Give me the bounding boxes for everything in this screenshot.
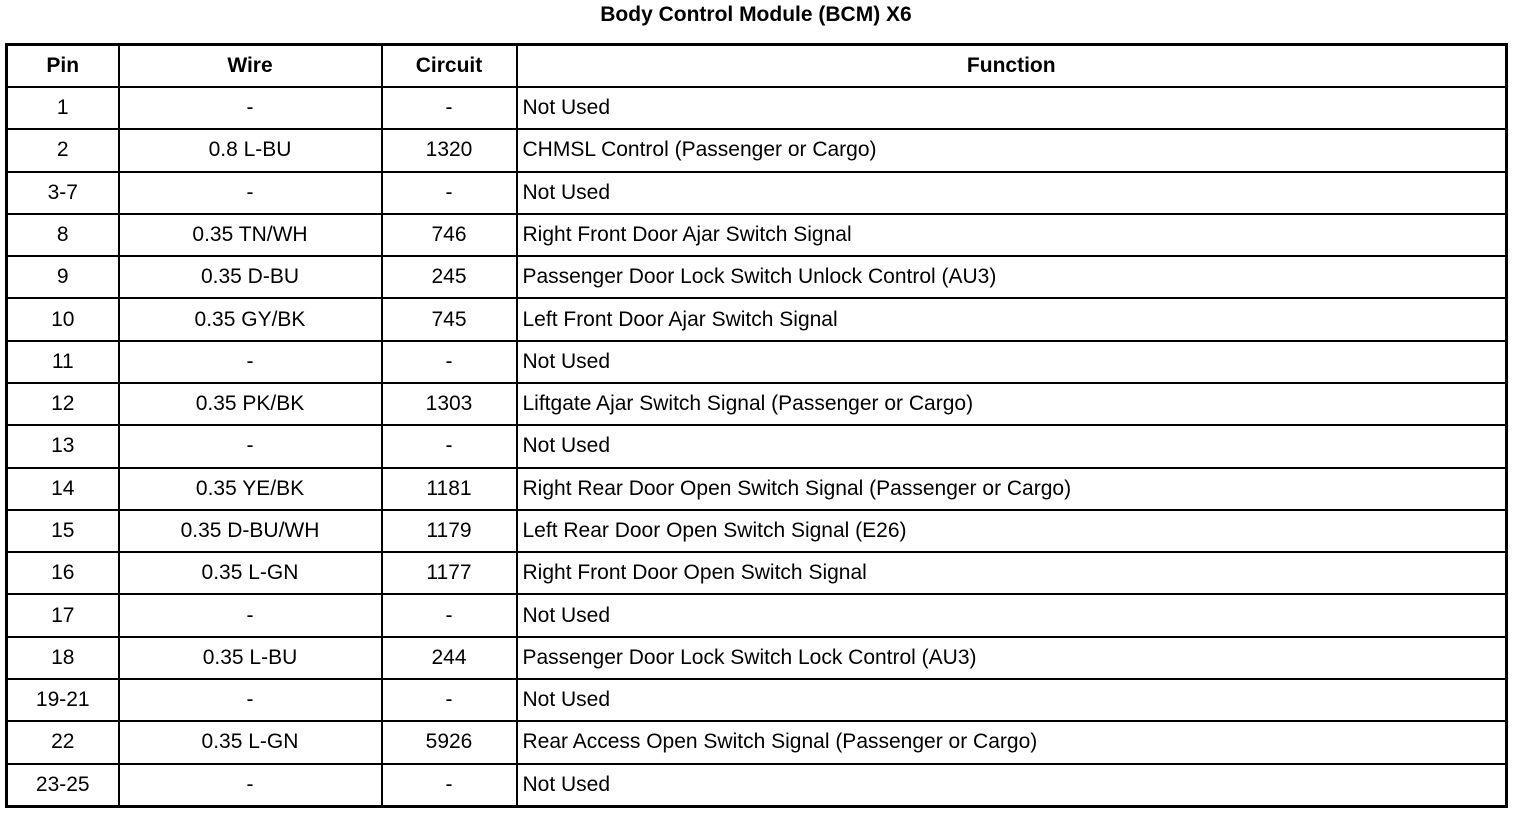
cell-wire: 0.35 L-GN [117,551,383,596]
cell-function: Not Used [515,424,1508,469]
cell-wire: 0.35 GY/BK [117,297,383,342]
cell-function: Right Front Door Ajar Switch Signal [515,212,1508,258]
cell-pin: 19-21 [5,677,120,723]
header-function: Function [515,43,1508,88]
table-row: 19-21- - Not Used [5,677,1508,723]
cell-wire: 0.35 YE/BK [117,466,383,511]
cell-pin: 22 [5,720,120,765]
cell-pin: 14 [5,466,120,511]
connector-pinout-table: Pin Wire Circuit Function 1- - Not Used 2 0.… [5,43,1508,808]
table-row: 12 0.35 PK/BK 1303 Liftgate Ajar Switch Sig… [5,381,1508,427]
table-row: 17- - Not Used [5,593,1508,638]
cell-circuit: 1303 [380,381,518,427]
table-row: 13- - Not Used [5,424,1508,469]
cell-function: Not Used [515,85,1508,131]
cell-function: Passenger Door Lock Switch Lock Control … [515,635,1508,680]
cell-pin: 12 [5,381,120,427]
table-row: 16 0.35 L-GN 1177 Right Front Door Open Swi… [5,551,1508,596]
cell-function: Not Used [515,677,1508,723]
cell-circuit: 745 [380,297,518,342]
cell-wire: - [117,593,383,638]
cell-function: Liftgate Ajar Switch Signal (Passenger o… [515,381,1508,427]
cell-circuit: 245 [380,255,518,300]
cell-function: Right Front Door Open Switch Signal [515,551,1508,596]
cell-circuit: - [380,677,518,723]
header-pin: Pin [5,43,120,88]
table-row: 9 0.35 D-BU 245 Passenger Door Lock Switch … [5,255,1508,300]
cell-wire: - [117,170,383,215]
table-row: 3-7- - Not Used [5,170,1508,215]
cell-circuit: - [380,593,518,638]
cell-function: Not Used [515,593,1508,638]
table-row: 11- - Not Used [5,339,1508,384]
cell-wire: 0.35 PK/BK [117,381,383,427]
header-wire: Wire [117,43,383,88]
cell-wire: 0.35 D-BU [117,255,383,300]
cell-circuit: - [380,170,518,215]
cell-function: Not Used [515,339,1508,384]
cell-circuit: 1320 [380,128,518,173]
cell-function: Rear Access Open Switch Signal (Passenge… [515,720,1508,765]
cell-function: Not Used [515,170,1508,215]
header-circuit: Circuit [380,43,518,88]
cell-circuit: - [380,339,518,384]
cell-wire: - [117,762,383,808]
cell-function: Right Rear Door Open Switch Signal (Pass… [515,466,1508,511]
cell-pin: 10 [5,297,120,342]
cell-pin: 13 [5,424,120,469]
cell-function: Left Rear Door Open Switch Signal (E26) [515,508,1508,554]
cell-wire: 0.35 D-BU/WH [117,508,383,554]
cell-wire: 0.8 L-BU [117,128,383,173]
cell-wire: - [117,339,383,384]
table-row: 8 0.35 TN/WH 746 Right Front Door Ajar Swit… [5,212,1508,258]
table-row: 10 0.35 GY/BK 745 Left Front Door Ajar Swit… [5,297,1508,342]
cell-pin: 15 [5,508,120,554]
cell-circuit: - [380,85,518,131]
cell-pin: 18 [5,635,120,680]
table-row: 18 0.35 L-BU 244 Passenger Door Lock Switch… [5,635,1508,680]
cell-wire: - [117,424,383,469]
cell-circuit: - [380,424,518,469]
cell-pin: 2 [5,128,120,173]
cell-function: Passenger Door Lock Switch Unlock Contro… [515,255,1508,300]
cell-pin: 3-7 [5,170,120,215]
table-row: 2 0.8 L-BU 1320 CHMSL Control (Passenger or… [5,128,1508,173]
cell-function: CHMSL Control (Passenger or Cargo) [515,128,1508,173]
cell-pin: 1 [5,85,120,131]
cell-circuit: 244 [380,635,518,680]
cell-wire: - [117,677,383,723]
cell-circuit: 1177 [380,551,518,596]
cell-pin: 16 [5,551,120,596]
cell-wire: - [117,85,383,131]
cell-pin: 11 [5,339,120,384]
cell-pin: 8 [5,212,120,258]
cell-circuit: 1181 [380,466,518,511]
table-row: 23-25- - Not Used [5,762,1508,808]
cell-wire: 0.35 L-GN [117,720,383,765]
table-row: 1- - Not Used [5,85,1508,131]
cell-circuit: - [380,762,518,808]
cell-wire: 0.35 TN/WH [117,212,383,258]
table-row: 14 0.35 YE/BK 1181 Right Rear Door Open Swi… [5,466,1508,511]
cell-circuit: 746 [380,212,518,258]
cell-function: Not Used [515,762,1508,808]
cell-pin: 9 [5,255,120,300]
table-title: Body Control Module (BCM) X6 [600,3,912,26]
cell-circuit: 1179 [380,508,518,554]
header-row: Pin Wire Circuit Function [5,43,1508,88]
table-row: 22 0.35 L-GN 5926 Rear Access Open Switch S… [5,720,1508,765]
cell-pin: 17 [5,593,120,638]
cell-pin: 23-25 [5,762,120,808]
table-row: 15 0.35 D-BU/WH 1179 Left Rear Door Open Sw… [5,508,1508,554]
cell-circuit: 5926 [380,720,518,765]
cell-wire: 0.35 L-BU [117,635,383,680]
cell-function: Left Front Door Ajar Switch Signal [515,297,1508,342]
